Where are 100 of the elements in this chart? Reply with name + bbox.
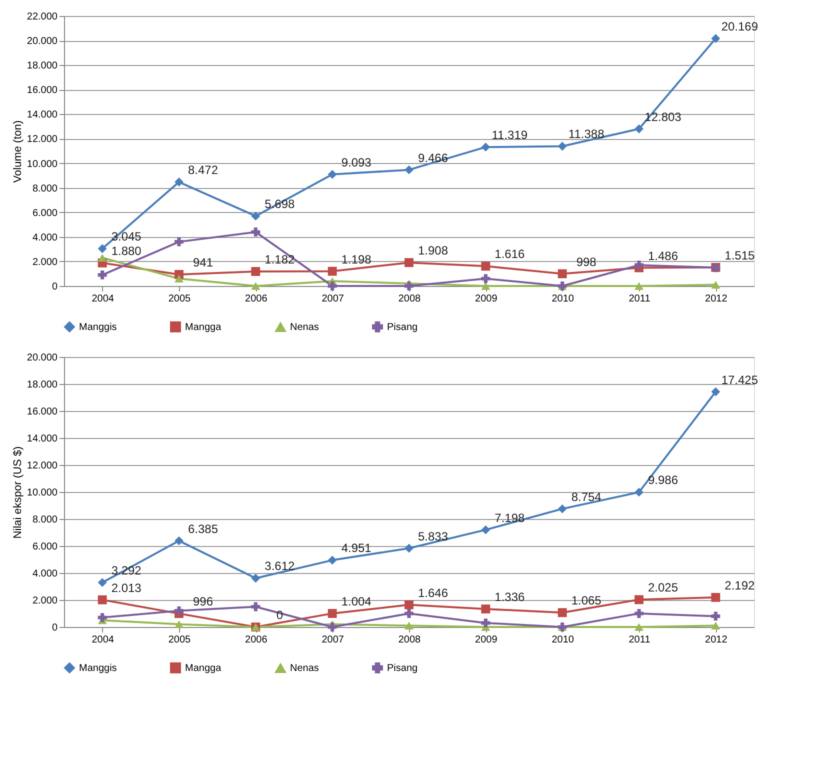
y-tick-label: 10.000 bbox=[26, 488, 58, 498]
x-tick-label: 2004 bbox=[92, 634, 114, 646]
data-label: 1.486 bbox=[648, 248, 678, 263]
point bbox=[404, 165, 414, 174]
y-tick-label: 16.000 bbox=[26, 85, 58, 96]
y-tick-label: 14.000 bbox=[26, 110, 58, 121]
point bbox=[174, 620, 184, 628]
data-label: 2.025 bbox=[648, 580, 678, 595]
point bbox=[481, 604, 490, 614]
point bbox=[251, 574, 260, 583]
data-label: 6.385 bbox=[188, 522, 218, 536]
y-tick-label: 20.000 bbox=[26, 36, 58, 48]
x-tick-label: 2005 bbox=[168, 634, 192, 646]
point bbox=[328, 608, 337, 618]
point bbox=[711, 280, 720, 289]
x-tick-label: 2008 bbox=[398, 634, 422, 646]
data-label: 1.004 bbox=[341, 594, 372, 608]
point bbox=[328, 266, 337, 276]
point bbox=[558, 269, 567, 278]
point bbox=[634, 124, 644, 134]
data-label: 9.986 bbox=[648, 473, 678, 488]
point bbox=[634, 623, 644, 631]
point bbox=[634, 488, 644, 497]
point bbox=[251, 602, 260, 612]
point bbox=[711, 622, 720, 630]
y-tick-label: 4.000 bbox=[32, 568, 58, 580]
y-tick-label: 18.000 bbox=[26, 60, 58, 72]
x-tick-label: 2012 bbox=[705, 294, 728, 304]
data-label: 1.908 bbox=[418, 244, 448, 258]
y-tick-label: 2.000 bbox=[32, 596, 58, 606]
point bbox=[251, 212, 260, 221]
y-tick-label: 10.000 bbox=[26, 158, 58, 170]
legend-label: Manggis bbox=[79, 662, 117, 674]
x-tick-label: 2011 bbox=[628, 294, 651, 304]
x-tick-label: 2005 bbox=[168, 294, 192, 304]
point bbox=[98, 578, 107, 588]
point bbox=[174, 274, 184, 283]
data-label: 9.093 bbox=[341, 155, 372, 170]
y-tick-label: 6.000 bbox=[32, 542, 58, 552]
y-tick-label: 14.000 bbox=[26, 434, 58, 444]
x-tick-label: 2006 bbox=[245, 634, 268, 646]
point bbox=[404, 622, 414, 630]
y-tick-label: 2.000 bbox=[32, 256, 58, 268]
x-tick-label: 2012 bbox=[705, 634, 728, 646]
data-label: 1.336 bbox=[494, 590, 526, 604]
point bbox=[328, 556, 337, 565]
x-tick-label: 2007 bbox=[322, 634, 344, 646]
point bbox=[328, 282, 337, 290]
legend-label: Mangga bbox=[185, 322, 222, 333]
x-tick-label: 2006 bbox=[245, 294, 268, 304]
data-label: 17.425 bbox=[721, 372, 758, 387]
point bbox=[251, 267, 260, 276]
y-tick-label: 12.000 bbox=[26, 460, 58, 472]
point bbox=[328, 170, 337, 179]
y-axis-title: Nilai ekspor (US $) bbox=[12, 446, 24, 539]
point bbox=[404, 282, 414, 290]
legend-label: Manggis bbox=[79, 322, 117, 333]
y-tick-label: 0 bbox=[52, 622, 58, 634]
point bbox=[481, 142, 490, 152]
data-label: 1.182 bbox=[264, 252, 296, 266]
data-label: 7.198 bbox=[494, 510, 526, 525]
x-tick-label: 2011 bbox=[628, 634, 651, 646]
point bbox=[634, 260, 644, 270]
point bbox=[98, 613, 107, 622]
point bbox=[174, 606, 184, 616]
data-label: 8.472 bbox=[188, 163, 218, 178]
point bbox=[251, 282, 260, 290]
x-tick-label: 2008 bbox=[398, 294, 422, 304]
data-label: 998 bbox=[576, 254, 597, 269]
point bbox=[711, 34, 720, 43]
y-tick-label: 22.000 bbox=[26, 12, 58, 22]
point bbox=[634, 609, 644, 618]
legend-label: Nenas bbox=[290, 663, 319, 674]
point bbox=[98, 270, 107, 280]
y-tick-label: 16.000 bbox=[26, 406, 58, 418]
data-label: 941 bbox=[192, 255, 214, 270]
point bbox=[481, 262, 490, 271]
y-axis-title: Volume (ton) bbox=[12, 120, 24, 183]
data-label: 2.013 bbox=[111, 580, 142, 595]
point bbox=[634, 282, 644, 290]
x-tick-label: 2010 bbox=[552, 634, 574, 646]
data-label: 3.612 bbox=[264, 559, 296, 574]
legend-label: Mangga bbox=[185, 662, 222, 674]
y-tick-label: 8.000 bbox=[32, 514, 58, 526]
point bbox=[251, 228, 260, 236]
point bbox=[404, 600, 414, 610]
point bbox=[98, 244, 107, 254]
point bbox=[481, 282, 490, 290]
point bbox=[328, 622, 337, 632]
data-label: 9.466 bbox=[418, 150, 448, 165]
y-tick-label: 8.000 bbox=[32, 183, 58, 194]
point bbox=[481, 274, 490, 284]
data-label: 20.169 bbox=[721, 19, 758, 34]
data-label: 5.833 bbox=[418, 529, 448, 544]
point bbox=[174, 178, 184, 186]
x-tick-label: 2007 bbox=[322, 294, 344, 304]
data-label: 11.319 bbox=[492, 128, 528, 142]
point bbox=[558, 608, 567, 618]
x-tick-label: 2009 bbox=[475, 634, 498, 646]
point bbox=[558, 142, 567, 151]
